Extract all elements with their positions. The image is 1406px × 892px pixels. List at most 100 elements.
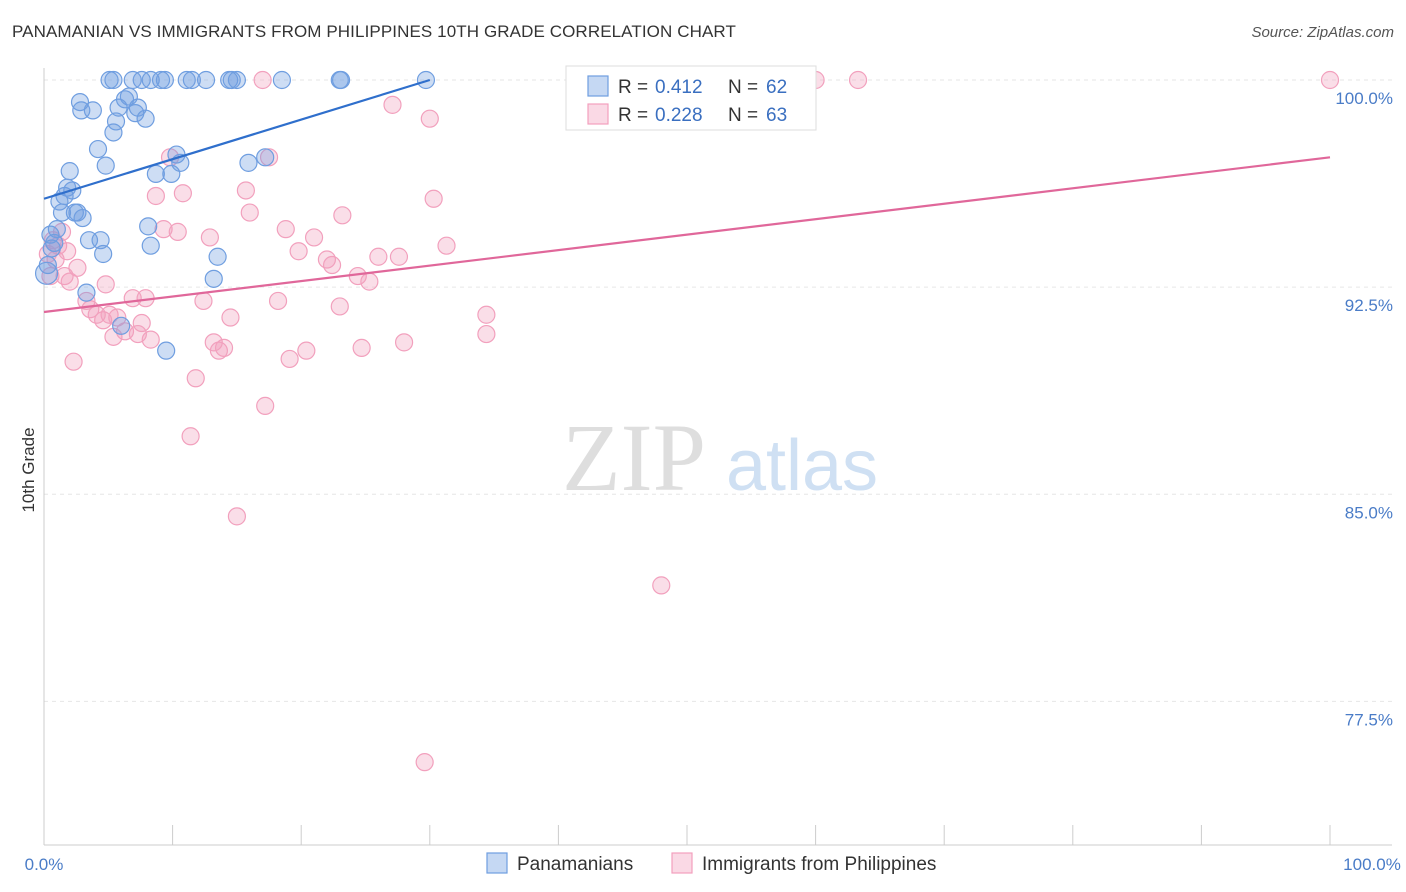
point-philippines-48 <box>304 228 324 247</box>
point-philippines-38 <box>227 507 246 526</box>
watermark-zip: ZIP <box>562 404 706 511</box>
y-tick-label-0: 100.0% <box>1335 89 1393 108</box>
watermark-atlas: atlas <box>726 426 878 506</box>
point-philippines-46 <box>289 242 308 261</box>
point-philippines-52 <box>333 206 352 225</box>
trendline-panamanians <box>43 78 431 200</box>
point-philippines-61 <box>420 109 439 128</box>
y-axis-label: 10th Grade <box>19 427 38 512</box>
chart-source: Source: ZipAtlas.com <box>1251 24 1394 41</box>
point-panamanians-36 <box>141 236 160 255</box>
point-philippines-36 <box>214 338 234 357</box>
point-philippines-49 <box>317 250 337 269</box>
point-panamanians-10 <box>60 162 79 181</box>
point-philippines-66 <box>652 576 671 595</box>
point-philippines-51 <box>330 297 349 316</box>
point-panamanians-22 <box>94 244 113 264</box>
point-panamanians-57 <box>100 70 119 90</box>
point-panamanians-1 <box>38 255 57 275</box>
point-panamanians-43 <box>177 70 196 90</box>
point-philippines-10 <box>68 258 87 277</box>
y-tick-label-1: 92.5% <box>1345 296 1393 315</box>
bottom-legend-swatch-1 <box>671 852 693 874</box>
point-panamanians-19 <box>83 101 102 120</box>
chart-title: PANAMANIAN VS IMMIGRANTS FROM PHILIPPINE… <box>12 22 736 41</box>
y-tick-label-3: 77.5% <box>1345 710 1393 729</box>
point-philippines-47 <box>297 341 316 360</box>
trendlines <box>43 78 1331 314</box>
point-philippines-15 <box>96 275 115 294</box>
point-panamanians-46 <box>208 247 227 266</box>
bottom-legend-swatch-0 <box>486 852 508 874</box>
point-philippines-54 <box>352 338 371 357</box>
point-panamanians-13 <box>68 203 87 222</box>
point-panamanians-59 <box>196 70 216 90</box>
point-philippines-55 <box>360 272 379 291</box>
point-philippines-44 <box>276 220 295 239</box>
point-panamanians-56 <box>141 70 160 90</box>
point-panamanians-37 <box>146 164 165 183</box>
point-philippines-41 <box>256 396 275 415</box>
point-panamanians-60 <box>155 70 174 90</box>
point-panamanians-35 <box>139 217 158 236</box>
point-philippines-8 <box>60 272 79 291</box>
legend-r-value-1: 0.228 <box>655 105 703 126</box>
bottom-legend-label-1: Immigrants from Philippines <box>702 854 936 875</box>
point-philippines-64 <box>477 305 496 324</box>
point-philippines-40 <box>240 203 259 222</box>
point-philippines-68 <box>848 70 868 90</box>
point-philippines-7 <box>58 242 77 261</box>
legend-n-value-0: 62 <box>766 77 787 98</box>
point-philippines-25 <box>146 186 165 206</box>
legend-swatch-1 <box>587 103 609 125</box>
x-tick-label-1: 100.0% <box>1343 855 1401 874</box>
point-philippines-57 <box>383 95 402 114</box>
trendline-philippines <box>43 156 1331 314</box>
legend-box: R = 0.412 N = 62 R = 0.228 N = 63 <box>565 65 817 131</box>
legend-n-label-1: N = <box>728 105 758 126</box>
point-philippines-42 <box>259 148 279 167</box>
point-philippines-37 <box>221 308 240 327</box>
point-panamanians-53 <box>331 70 351 90</box>
legend-n-value-1: 63 <box>766 105 787 126</box>
point-panamanians-27 <box>112 316 131 335</box>
point-panamanians-51 <box>272 70 292 90</box>
point-philippines-63 <box>437 236 456 255</box>
point-panamanians-34 <box>136 109 155 128</box>
legend-swatch-0 <box>587 75 609 97</box>
point-panamanians-23 <box>96 156 115 175</box>
point-panamanians-24 <box>104 123 123 142</box>
point-panamanians-48 <box>222 70 241 90</box>
point-philippines-58 <box>389 247 409 266</box>
point-panamanians-16 <box>73 208 92 228</box>
legend-r-label-0: R = <box>618 77 648 98</box>
point-panamanians-50 <box>256 148 275 167</box>
point-panamanians-5 <box>47 220 66 239</box>
point-philippines-6 <box>55 266 74 286</box>
point-philippines-65 <box>477 324 496 344</box>
point-panamanians-49 <box>239 153 258 172</box>
y-tick-label-2: 85.0% <box>1345 503 1393 522</box>
point-philippines-45 <box>280 349 299 369</box>
legend-r-value-0: 0.412 <box>655 77 703 98</box>
point-panamanians-54 <box>416 70 436 90</box>
series-philippines-points <box>38 70 1340 772</box>
point-philippines-28 <box>168 222 187 241</box>
point-philippines-29 <box>173 184 192 203</box>
watermark: ZIP atlas <box>562 404 878 511</box>
point-philippines-70 <box>253 70 272 90</box>
point-philippines-31 <box>186 369 205 388</box>
point-philippines-43 <box>268 291 288 311</box>
point-philippines-24 <box>141 330 160 349</box>
point-philippines-22 <box>132 313 151 333</box>
point-philippines-69 <box>1320 70 1340 90</box>
bottom-legend: Panamanians Immigrants from Philippines <box>486 852 936 875</box>
point-philippines-39 <box>236 181 256 200</box>
point-panamanians-20 <box>88 139 108 159</box>
point-panamanians-39 <box>157 341 176 360</box>
point-philippines-60 <box>415 753 434 772</box>
point-philippines-56 <box>369 247 388 266</box>
point-philippines-9 <box>64 352 83 371</box>
x-tick-label-0: 0.0% <box>25 855 64 874</box>
